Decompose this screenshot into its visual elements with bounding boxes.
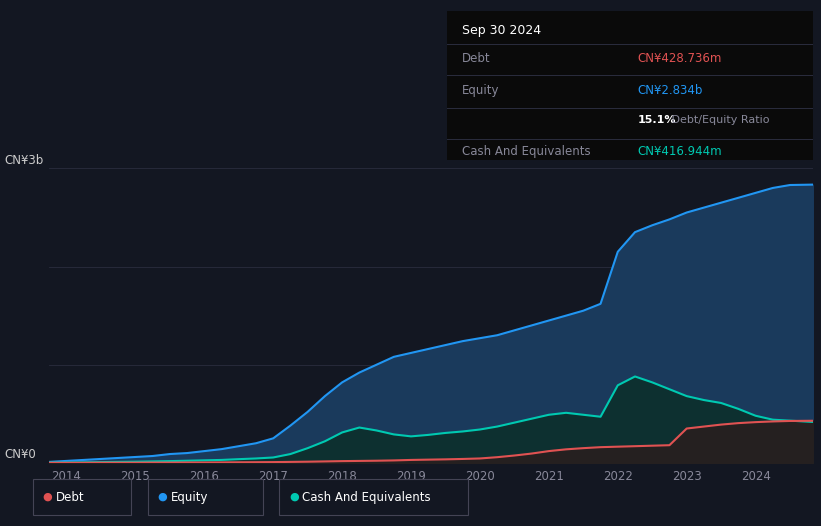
Text: Sep 30 2024: Sep 30 2024 xyxy=(462,24,541,37)
Text: ●: ● xyxy=(289,492,299,502)
Text: ●: ● xyxy=(43,492,53,502)
Text: Debt: Debt xyxy=(462,53,491,66)
Text: CN¥3b: CN¥3b xyxy=(4,154,44,167)
Text: 15.1%: 15.1% xyxy=(637,116,676,126)
Text: ●: ● xyxy=(158,492,167,502)
Text: Cash And Equivalents: Cash And Equivalents xyxy=(302,491,431,503)
Text: Equity: Equity xyxy=(171,491,209,503)
Text: CN¥2.834b: CN¥2.834b xyxy=(637,84,703,97)
Text: Debt: Debt xyxy=(56,491,85,503)
Text: Debt/Equity Ratio: Debt/Equity Ratio xyxy=(668,116,770,126)
Text: Equity: Equity xyxy=(462,84,499,97)
Text: CN¥416.944m: CN¥416.944m xyxy=(637,146,722,158)
Text: CN¥0: CN¥0 xyxy=(4,449,36,461)
Text: Cash And Equivalents: Cash And Equivalents xyxy=(462,146,590,158)
Text: CN¥428.736m: CN¥428.736m xyxy=(637,53,722,66)
